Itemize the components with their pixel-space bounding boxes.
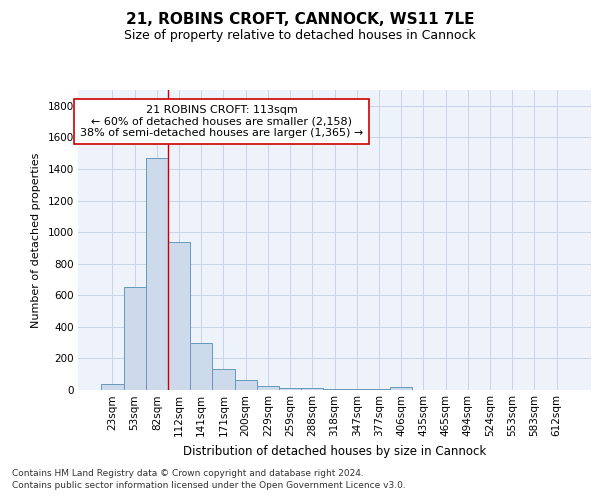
Bar xyxy=(368,389,390,390)
Text: Contains HM Land Registry data © Crown copyright and database right 2024.: Contains HM Land Registry data © Crown c… xyxy=(12,468,364,477)
Bar xyxy=(301,388,323,390)
Bar xyxy=(101,384,124,390)
Bar xyxy=(146,158,168,390)
Bar xyxy=(323,389,346,390)
Bar xyxy=(257,386,279,390)
X-axis label: Distribution of detached houses by size in Cannock: Distribution of detached houses by size … xyxy=(183,444,486,458)
Text: 21, ROBINS CROFT, CANNOCK, WS11 7LE: 21, ROBINS CROFT, CANNOCK, WS11 7LE xyxy=(126,12,474,28)
Text: Size of property relative to detached houses in Cannock: Size of property relative to detached ho… xyxy=(124,29,476,42)
Bar xyxy=(235,380,257,390)
Bar xyxy=(390,387,412,390)
Bar xyxy=(212,370,235,390)
Y-axis label: Number of detached properties: Number of detached properties xyxy=(31,152,41,328)
Text: Contains public sector information licensed under the Open Government Licence v3: Contains public sector information licen… xyxy=(12,481,406,490)
Bar xyxy=(190,344,212,390)
Text: 21 ROBINS CROFT: 113sqm
← 60% of detached houses are smaller (2,158)
38% of semi: 21 ROBINS CROFT: 113sqm ← 60% of detache… xyxy=(80,105,363,138)
Bar xyxy=(124,288,146,390)
Bar xyxy=(168,242,190,390)
Bar xyxy=(346,389,368,390)
Bar xyxy=(279,388,301,390)
